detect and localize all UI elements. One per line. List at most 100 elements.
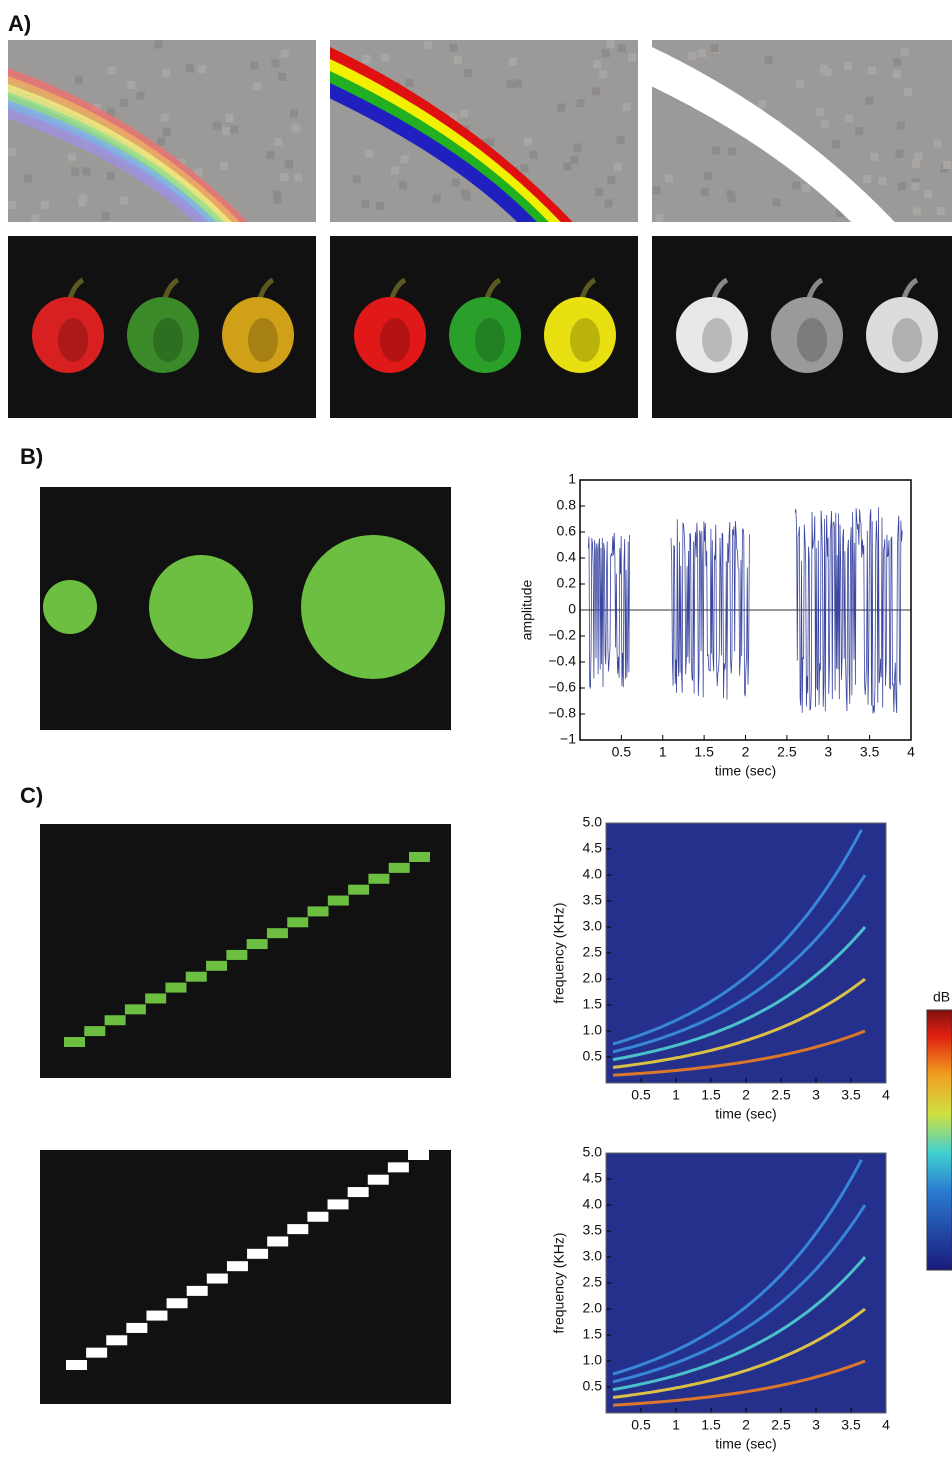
y-tick-label: 4.0 xyxy=(583,866,603,882)
x-tick-label: 2.5 xyxy=(771,1087,791,1103)
x-tick-label: 1 xyxy=(659,744,667,760)
y-tick-label: 4.5 xyxy=(583,1170,603,1186)
texture xyxy=(523,137,532,146)
texture xyxy=(796,79,805,88)
texture xyxy=(352,175,361,184)
texture xyxy=(529,150,538,159)
x-tick-label: 3.5 xyxy=(860,744,880,760)
texture xyxy=(399,181,408,190)
texture xyxy=(593,60,602,69)
texture xyxy=(688,51,697,60)
texture xyxy=(71,167,80,176)
texture xyxy=(194,168,203,177)
y-tick-label: 4.0 xyxy=(583,1196,603,1212)
background xyxy=(330,40,638,222)
pepper-shade xyxy=(248,318,278,362)
pepper xyxy=(449,297,521,373)
y-tick-label: −0.2 xyxy=(548,627,576,643)
band xyxy=(8,76,240,222)
texture xyxy=(893,58,902,67)
texture xyxy=(865,96,874,105)
pixel xyxy=(347,1187,369,1198)
texture xyxy=(266,151,275,160)
texture xyxy=(280,173,289,182)
texture xyxy=(892,69,901,78)
harmonic xyxy=(612,1029,866,1077)
x-tick-label: 0.5 xyxy=(631,1417,651,1433)
y-tick-label: 0.6 xyxy=(557,523,577,539)
texture xyxy=(136,91,145,100)
x-tick-label: 3 xyxy=(812,1417,820,1433)
pixel xyxy=(146,1310,168,1321)
y-tick-label: 0.2 xyxy=(557,575,577,591)
images xyxy=(8,40,952,1404)
pixel xyxy=(126,1322,148,1333)
texture xyxy=(758,100,767,109)
x-tick-label: 2 xyxy=(742,1087,750,1103)
texture xyxy=(823,68,832,77)
image xyxy=(330,40,638,222)
y-tick-label: 2.0 xyxy=(583,970,603,986)
y-tick-label: 1.0 xyxy=(583,1022,603,1038)
texture xyxy=(119,98,128,107)
texture xyxy=(897,182,906,191)
texture xyxy=(726,190,735,199)
blob xyxy=(43,580,97,634)
y-tick-label: 1.0 xyxy=(583,1352,603,1368)
texture xyxy=(432,194,441,203)
texture xyxy=(106,171,115,180)
pixel xyxy=(186,1285,208,1296)
texture xyxy=(573,143,582,152)
texture xyxy=(185,64,194,73)
pixel xyxy=(185,971,207,982)
texture xyxy=(8,147,17,156)
texture xyxy=(162,128,171,137)
texture xyxy=(41,200,50,209)
texture xyxy=(506,80,515,89)
pixel xyxy=(246,939,268,950)
pixel xyxy=(266,928,288,939)
pixel xyxy=(145,993,167,1004)
texture xyxy=(79,194,88,203)
texture xyxy=(869,153,878,162)
band xyxy=(652,59,883,222)
x-axis-label: time (sec) xyxy=(715,1106,776,1122)
texture xyxy=(936,207,945,216)
texture xyxy=(82,167,91,176)
texture xyxy=(878,177,887,186)
plot-frame xyxy=(579,479,912,741)
x-tick-label: 1.5 xyxy=(701,1087,721,1103)
x-tick-label: 2 xyxy=(742,744,750,760)
texture xyxy=(557,103,566,112)
texture xyxy=(711,146,720,155)
x-tick-label: 1 xyxy=(672,1417,680,1433)
pixel xyxy=(226,1261,248,1272)
pepper xyxy=(32,297,104,373)
texture xyxy=(710,44,719,53)
texture xyxy=(278,72,287,81)
y-tick-label: 0.5 xyxy=(583,1378,603,1394)
texture xyxy=(154,40,163,49)
x-tick-label: 2 xyxy=(742,1417,750,1433)
texture xyxy=(127,81,136,90)
pixel xyxy=(247,1248,269,1259)
texture xyxy=(272,190,281,199)
band xyxy=(8,68,248,222)
texture xyxy=(912,159,921,168)
x-tick-label: 3.5 xyxy=(841,1087,861,1103)
pixel xyxy=(84,1026,106,1037)
plot-frame xyxy=(605,1152,887,1414)
texture xyxy=(361,200,370,209)
pepper xyxy=(222,297,294,373)
texture xyxy=(617,44,626,53)
texture xyxy=(520,164,529,173)
y-tick-label: 1.5 xyxy=(583,996,603,1012)
texture xyxy=(213,121,222,130)
pepper xyxy=(676,297,748,373)
colorbar xyxy=(926,1009,952,1271)
texture xyxy=(454,55,463,64)
texture xyxy=(628,53,637,62)
texture xyxy=(362,54,371,63)
pixel xyxy=(287,1224,309,1235)
